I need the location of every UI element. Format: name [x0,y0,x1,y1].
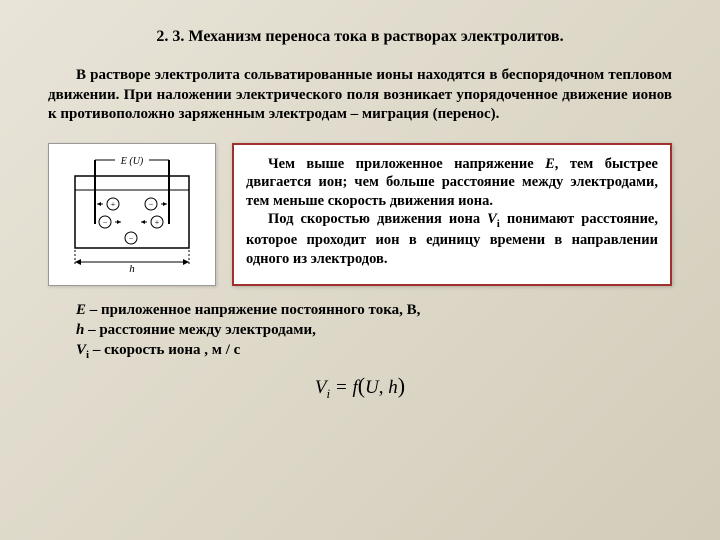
def-Vi: Vi – скорость иона , м / с [76,340,672,363]
svg-text:+: + [155,218,160,227]
box-paragraph-2: Под скоростью движения иона Vi понимают … [246,210,658,268]
diagram-container: E (U) + − − + − h [48,143,216,286]
diagram-top-label: E (U) [120,156,144,167]
explanation-box: Чем выше приложенное напряжение E, тем б… [232,143,672,286]
def-h: h – расстояние между электродами, [76,320,672,340]
intro-text: В растворе электролита сольватированные … [48,67,672,122]
formula: Vi = f(U, h) [48,373,672,402]
definitions: E – приложенное напряжение постоянного т… [76,300,672,363]
section-title: 2. 3. Механизм переноса тока в растворах… [48,28,672,46]
diagram-bottom-label: h [129,263,135,274]
svg-text:−: − [103,218,108,227]
content-row: E (U) + − − + − h Чем [48,143,672,286]
svg-text:−: − [149,200,154,209]
svg-text:+: + [111,200,116,209]
electrolysis-diagram: E (U) + − − + − h [57,154,207,274]
intro-paragraph: В растворе электролита сольватированные … [48,66,672,125]
def-E: E – приложенное напряжение постоянного т… [76,300,672,320]
box-paragraph-1: Чем выше приложенное напряжение E, тем б… [246,155,658,211]
svg-text:−: − [129,234,134,243]
